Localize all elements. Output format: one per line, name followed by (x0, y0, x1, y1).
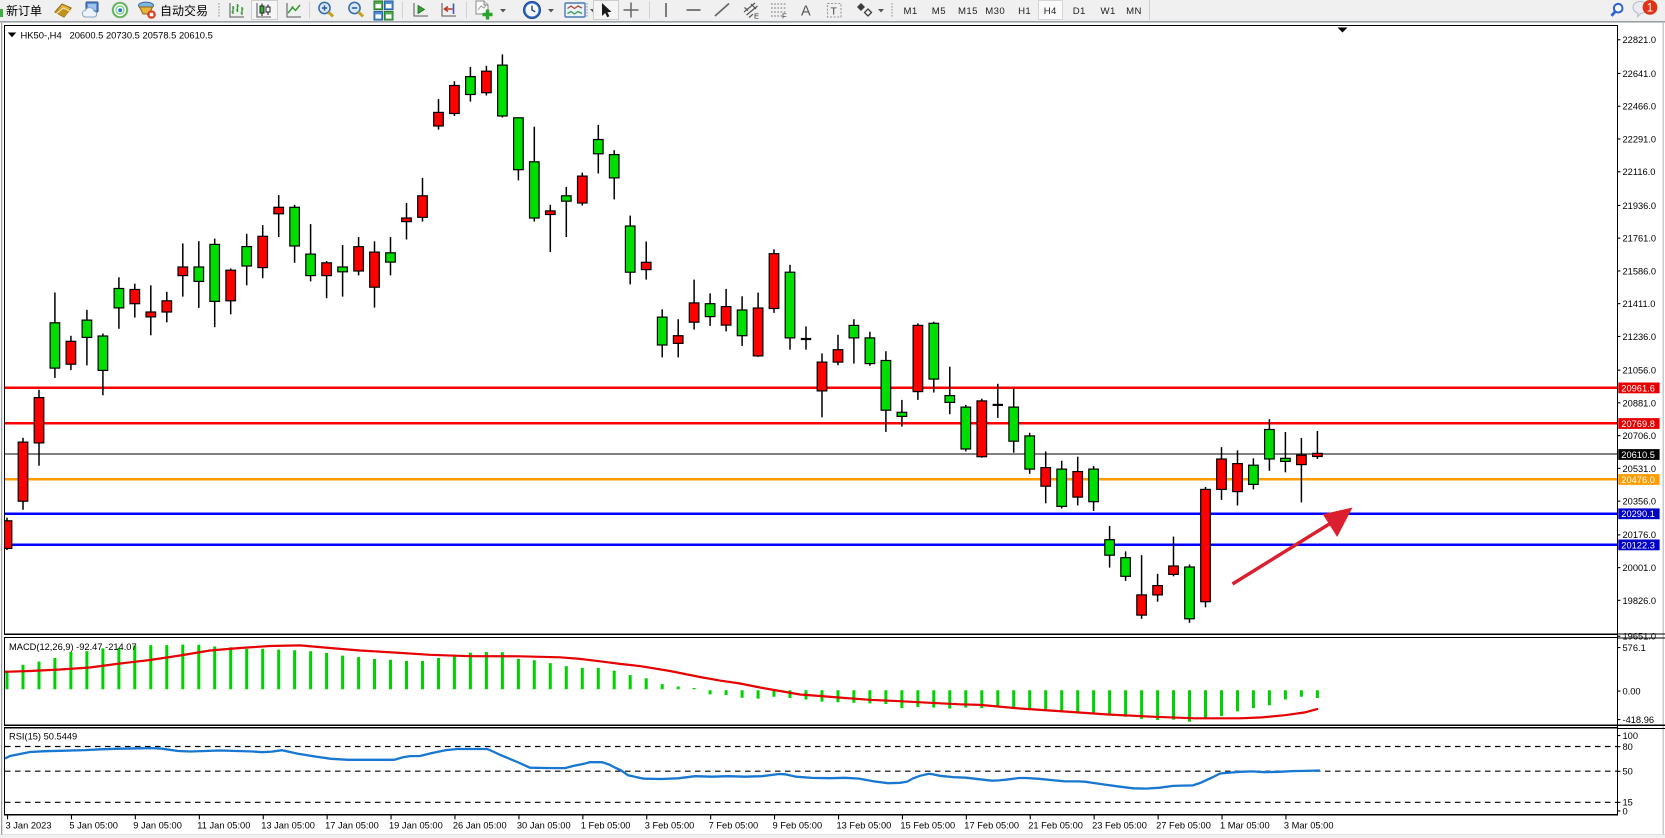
svg-text:20881.0: 20881.0 (1623, 398, 1657, 408)
svg-text:5 Jan 05:00: 5 Jan 05:00 (69, 821, 118, 831)
svg-text:22821.0: 22821.0 (1623, 35, 1657, 45)
svg-text:M15: M15 (958, 6, 978, 17)
svg-text:M1: M1 (904, 6, 918, 17)
svg-text:21 Feb 05:00: 21 Feb 05:00 (1028, 821, 1083, 831)
svg-text:0.00: 0.00 (1623, 686, 1641, 696)
svg-text:19 Jan 05:00: 19 Jan 05:00 (389, 821, 443, 831)
svg-text:20122.3: 20122.3 (1621, 540, 1655, 550)
svg-text:11 Jan 05:00: 11 Jan 05:00 (197, 821, 250, 831)
svg-text:22641.0: 22641.0 (1623, 69, 1657, 79)
svg-text:13 Jan 05:00: 13 Jan 05:00 (261, 821, 315, 831)
svg-text:1: 1 (1647, 3, 1653, 15)
svg-text:17 Jan 05:00: 17 Jan 05:00 (325, 821, 379, 831)
svg-text:T: T (831, 6, 838, 18)
svg-text:-418.96: -418.96 (1623, 715, 1655, 725)
svg-text:20610.5: 20610.5 (1621, 450, 1655, 460)
svg-text:20476.0: 20476.0 (1621, 475, 1655, 485)
svg-text:21761.0: 21761.0 (1623, 234, 1657, 244)
svg-text:20176.0: 20176.0 (1623, 530, 1657, 540)
svg-text:19826.0: 19826.0 (1623, 596, 1657, 606)
svg-text:3 Feb 05:00: 3 Feb 05:00 (645, 821, 695, 831)
svg-text:80: 80 (1623, 742, 1633, 752)
svg-text:21236.0: 21236.0 (1623, 332, 1657, 342)
svg-text:RSI(15) 50.5449: RSI(15) 50.5449 (9, 732, 77, 742)
svg-text:20769.8: 20769.8 (1621, 419, 1655, 429)
svg-text:1 Feb 05:00: 1 Feb 05:00 (581, 821, 631, 831)
svg-text:15: 15 (1623, 798, 1633, 808)
svg-text:27 Feb 05:00: 27 Feb 05:00 (1156, 821, 1211, 831)
svg-text:D1: D1 (1073, 6, 1086, 17)
svg-text:7 Feb 05:00: 7 Feb 05:00 (709, 821, 759, 831)
svg-text:MACD(12,26,9) -92.47 -214.07: MACD(12,26,9) -92.47 -214.07 (9, 642, 137, 652)
svg-text:21411.0: 21411.0 (1623, 299, 1656, 309)
svg-text:22466.0: 22466.0 (1623, 102, 1657, 112)
svg-text:21056.0: 21056.0 (1623, 366, 1657, 376)
svg-text:A: A (801, 4, 811, 20)
svg-text:100: 100 (1623, 731, 1639, 741)
svg-text:21936.0: 21936.0 (1623, 201, 1657, 211)
svg-text:H1: H1 (1018, 6, 1031, 17)
svg-text:1 Mar 05:00: 1 Mar 05:00 (1220, 821, 1270, 831)
svg-text:15 Feb 05:00: 15 Feb 05:00 (900, 821, 955, 831)
svg-text:23 Feb 05:00: 23 Feb 05:00 (1092, 821, 1147, 831)
svg-text:20001.0: 20001.0 (1623, 563, 1657, 573)
svg-text:21586.0: 21586.0 (1623, 266, 1657, 276)
svg-text:0: 0 (1623, 806, 1628, 816)
svg-text:20290.1: 20290.1 (1621, 509, 1655, 519)
svg-text:3 Mar 05:00: 3 Mar 05:00 (1284, 821, 1334, 831)
svg-text:22116.0: 22116.0 (1623, 167, 1656, 177)
svg-text:E: E (754, 12, 759, 21)
svg-text:20356.0: 20356.0 (1623, 497, 1657, 507)
svg-text:M5: M5 (932, 6, 946, 17)
svg-text:F: F (782, 12, 787, 21)
svg-text:576.1: 576.1 (1623, 643, 1646, 653)
svg-text:M30: M30 (985, 6, 1005, 17)
svg-text:13 Feb 05:00: 13 Feb 05:00 (837, 821, 892, 831)
svg-text:19651.0: 19651.0 (1623, 632, 1657, 642)
svg-text:HK50-,H4 20600.5 20730.5 205: HK50-,H4 20600.5 20730.5 20578.5 20610.5 (21, 30, 213, 41)
svg-text:3 Jan 2023: 3 Jan 2023 (6, 821, 52, 831)
svg-text:新订单: 新订单 (6, 3, 42, 18)
svg-text:W1: W1 (1101, 6, 1116, 17)
svg-text:MN: MN (1126, 6, 1142, 17)
svg-text:20706.0: 20706.0 (1623, 431, 1657, 441)
svg-text:20531.0: 20531.0 (1623, 464, 1657, 474)
svg-text:9 Jan 05:00: 9 Jan 05:00 (133, 821, 182, 831)
svg-text:17 Feb 05:00: 17 Feb 05:00 (964, 821, 1019, 831)
svg-text:自动交易: 自动交易 (160, 3, 208, 18)
svg-text:50: 50 (1623, 767, 1633, 777)
svg-text:30 Jan 05:00: 30 Jan 05:00 (517, 821, 571, 831)
svg-text:H4: H4 (1044, 6, 1057, 17)
svg-text:20961.6: 20961.6 (1621, 383, 1655, 393)
svg-text:9 Feb 05:00: 9 Feb 05:00 (773, 821, 823, 831)
svg-text:22291.0: 22291.0 (1623, 134, 1657, 144)
svg-text:26 Jan 05:00: 26 Jan 05:00 (453, 821, 507, 831)
